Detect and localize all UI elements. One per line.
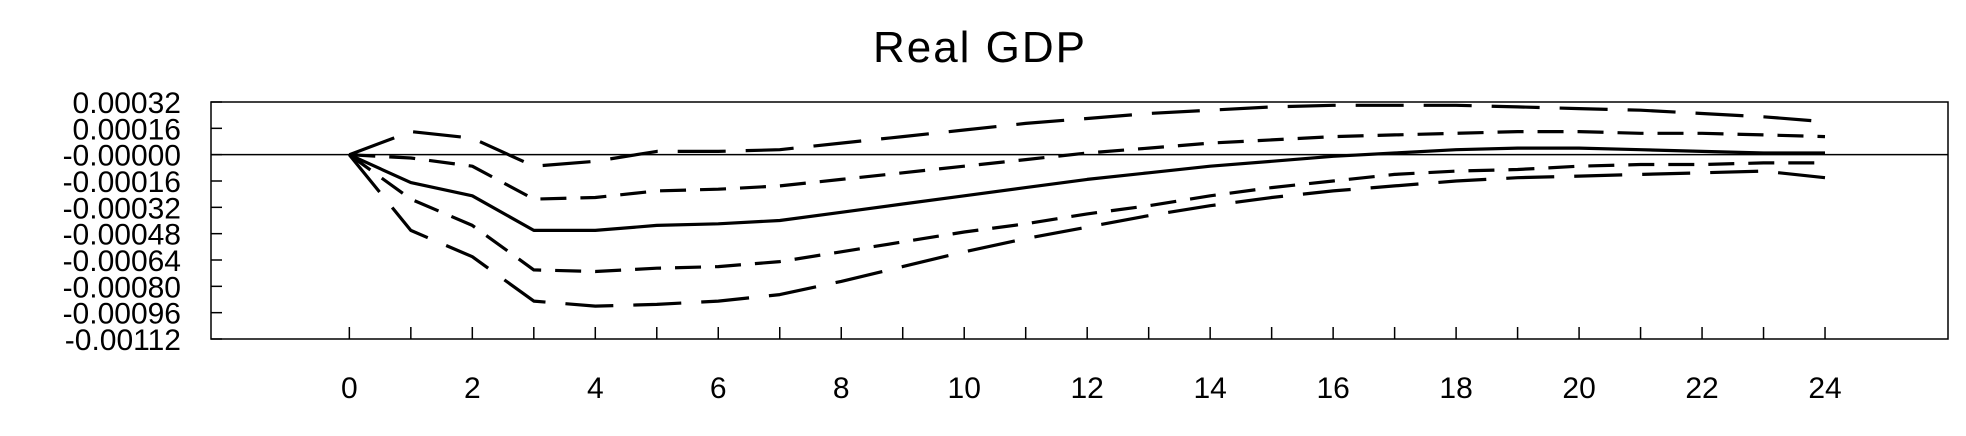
series-line-1: [348, 146, 1825, 232]
x-tick-label: 24: [1808, 372, 1841, 405]
x-tick-label: 22: [1685, 372, 1718, 405]
x-tick-label: 20: [1562, 372, 1595, 405]
y-tick-label: -0.00096: [63, 298, 181, 331]
chart-title: Real GDP: [873, 23, 1087, 72]
series-line-2: [349, 130, 1826, 201]
y-tick-label: -0.00080: [63, 271, 181, 304]
y-tick-label: -0.00048: [63, 219, 181, 252]
y-tick-label: -0.00000: [63, 140, 181, 173]
series-line-4: [348, 103, 1826, 168]
y-tick-label: -0.00064: [63, 245, 181, 278]
x-tick-label: 12: [1070, 372, 1103, 405]
x-tick-label: 2: [464, 372, 481, 405]
series-line-5: [348, 153, 1826, 308]
series-line-3: [348, 153, 1825, 274]
x-tick-label: 6: [710, 372, 727, 405]
x-tick-label: 8: [833, 372, 850, 405]
x-tick-label: 10: [948, 372, 981, 405]
y-tick-label: -0.00112: [65, 324, 181, 357]
y-tick-label: 0.00016: [73, 113, 181, 146]
y-tick-label: -0.00032: [63, 192, 181, 225]
y-tick-label: 0.00032: [73, 87, 181, 120]
x-tick-label: 18: [1439, 372, 1472, 405]
x-tick-label: 4: [587, 372, 604, 405]
x-tick-label: 16: [1316, 372, 1349, 405]
plot-frame: [210, 101, 1949, 340]
x-tick-label: 14: [1193, 372, 1226, 405]
y-tick-label: -0.00016: [63, 166, 181, 199]
x-tick-label: 0: [341, 372, 358, 405]
